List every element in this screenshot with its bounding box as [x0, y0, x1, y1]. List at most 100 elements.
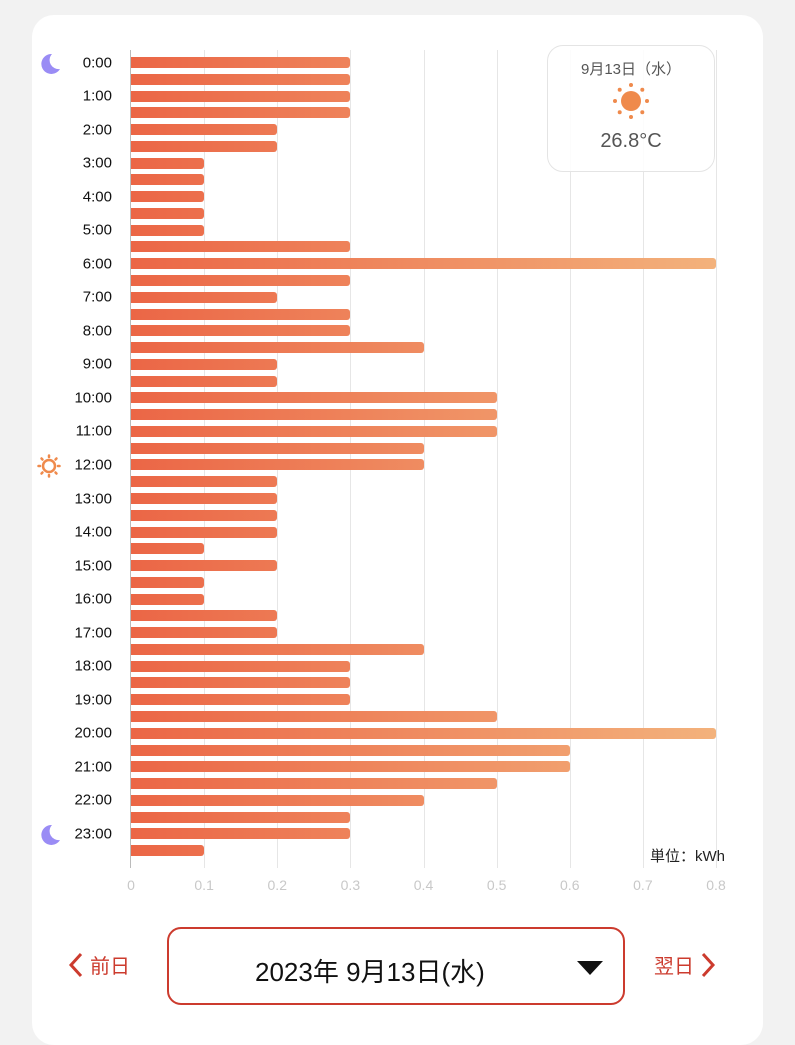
weather-date: 9月13日（水） [580, 61, 682, 78]
hour-label: 1:00 [82, 87, 112, 105]
usage-bar[interactable] [131, 124, 278, 136]
hour-label: 12:00 [74, 456, 112, 474]
usage-bar[interactable] [131, 493, 278, 505]
chevron-right-icon [701, 952, 716, 977]
usage-bar[interactable] [131, 677, 351, 689]
usage-bar[interactable] [131, 694, 351, 706]
usage-bar[interactable] [131, 207, 205, 219]
usage-bar[interactable] [131, 308, 351, 320]
hour-label: 23:00 [74, 825, 112, 843]
gridline [423, 50, 425, 868]
hour-label: 9:00 [82, 355, 112, 373]
usage-bar[interactable] [131, 845, 205, 857]
usage-bar[interactable] [131, 375, 278, 387]
hour-label: 3:00 [82, 154, 112, 172]
x-tick-label: 0 [127, 877, 135, 893]
sun-outline-icon [37, 454, 61, 478]
x-tick-label: 0.8 [706, 877, 726, 893]
usage-bar[interactable] [131, 140, 278, 152]
hour-label: 5:00 [82, 221, 112, 239]
gridline [642, 50, 644, 868]
usage-bar[interactable] [131, 576, 205, 588]
x-tick-label: 0.6 [560, 877, 580, 893]
usage-bar[interactable] [131, 543, 205, 555]
usage-bar[interactable] [131, 811, 351, 823]
usage-bar[interactable] [131, 442, 424, 454]
x-tick-label: 0.5 [486, 877, 507, 893]
usage-bar[interactable] [131, 358, 278, 370]
usage-bar[interactable] [131, 593, 205, 605]
usage-bar[interactable] [131, 778, 497, 790]
prev-day-button[interactable]: 前日 [68, 950, 130, 979]
hour-label: 16:00 [74, 590, 112, 608]
usage-bar[interactable] [131, 73, 351, 85]
hour-label: 10:00 [74, 389, 112, 407]
usage-bar[interactable] [131, 157, 205, 169]
usage-bar[interactable] [131, 761, 570, 773]
date-select[interactable]: 2023年 9月13日(水) [167, 927, 625, 1005]
hour-label: 14:00 [74, 523, 112, 541]
dropdown-arrow-icon [577, 961, 603, 975]
usage-bar[interactable] [131, 90, 351, 102]
usage-bar[interactable] [131, 660, 351, 672]
hour-label: 0:00 [82, 54, 112, 71]
hour-label: 15:00 [74, 557, 112, 575]
usage-bar[interactable] [131, 425, 497, 437]
weather-temperature: 26.8°C [600, 130, 662, 152]
hour-label: 6:00 [82, 255, 112, 273]
usage-bar[interactable] [131, 459, 424, 471]
next-day-label: 翌日 [654, 956, 694, 978]
usage-bar[interactable] [131, 174, 205, 186]
hour-label: 4:00 [82, 188, 112, 206]
usage-bar[interactable] [131, 258, 716, 270]
hour-label: 11:00 [75, 422, 112, 440]
usage-bar[interactable] [131, 275, 351, 286]
usage-bar[interactable] [131, 643, 424, 655]
usage-bar[interactable] [131, 744, 570, 756]
usage-bar[interactable] [131, 57, 351, 68]
usage-bar[interactable] [131, 241, 351, 253]
x-tick-label: 0.4 [413, 877, 434, 893]
usage-bar[interactable] [131, 476, 278, 488]
weather-card: 9月13日（水） 26.8°C [547, 45, 715, 172]
hour-label: 7:00 [82, 288, 112, 306]
next-day-button[interactable]: 翌日 [654, 950, 716, 979]
unit-label: 単位：kWh [649, 848, 725, 865]
gridline [204, 50, 206, 868]
usage-bar[interactable] [131, 409, 497, 421]
usage-bar[interactable] [131, 727, 716, 739]
moon-icon [41, 53, 60, 74]
usage-bar[interactable] [131, 342, 424, 354]
hour-label: 19:00 [74, 691, 112, 709]
usage-bar[interactable] [131, 509, 278, 521]
moon-icon [41, 824, 60, 845]
prev-day-label: 前日 [90, 956, 130, 978]
gridline [277, 50, 279, 868]
x-tick-label: 0.3 [340, 877, 361, 893]
hour-label: 17:00 [74, 624, 112, 642]
gridline [350, 50, 352, 868]
y-axis-line [130, 50, 131, 868]
usage-bar[interactable] [131, 560, 278, 572]
gridline [716, 50, 717, 868]
usage-bar[interactable] [131, 828, 351, 840]
x-tick-label: 0.2 [267, 877, 287, 893]
sun-icon [613, 83, 649, 119]
hour-label: 22:00 [74, 791, 112, 809]
usage-bar[interactable] [131, 711, 497, 723]
usage-bar[interactable] [131, 627, 278, 639]
usage-bar[interactable] [131, 526, 278, 538]
usage-bar[interactable] [131, 224, 205, 236]
hour-label: 20:00 [74, 724, 112, 742]
usage-bar[interactable] [131, 325, 351, 337]
usage-bar[interactable] [131, 107, 351, 119]
usage-bar[interactable] [131, 291, 278, 303]
usage-chart: 0 0.1 0.2 0.3 0.4 0.5 0.6 0.7 0.8 0:00 1:00 2:00 3:0… [74, 50, 726, 893]
usage-bar[interactable] [131, 392, 497, 404]
usage-bar[interactable] [131, 191, 205, 203]
gridline [569, 50, 571, 868]
usage-bar[interactable] [131, 610, 278, 622]
hour-label: 8:00 [82, 322, 112, 340]
x-tick-label: 0.1 [194, 877, 214, 893]
usage-bar[interactable] [131, 794, 424, 806]
